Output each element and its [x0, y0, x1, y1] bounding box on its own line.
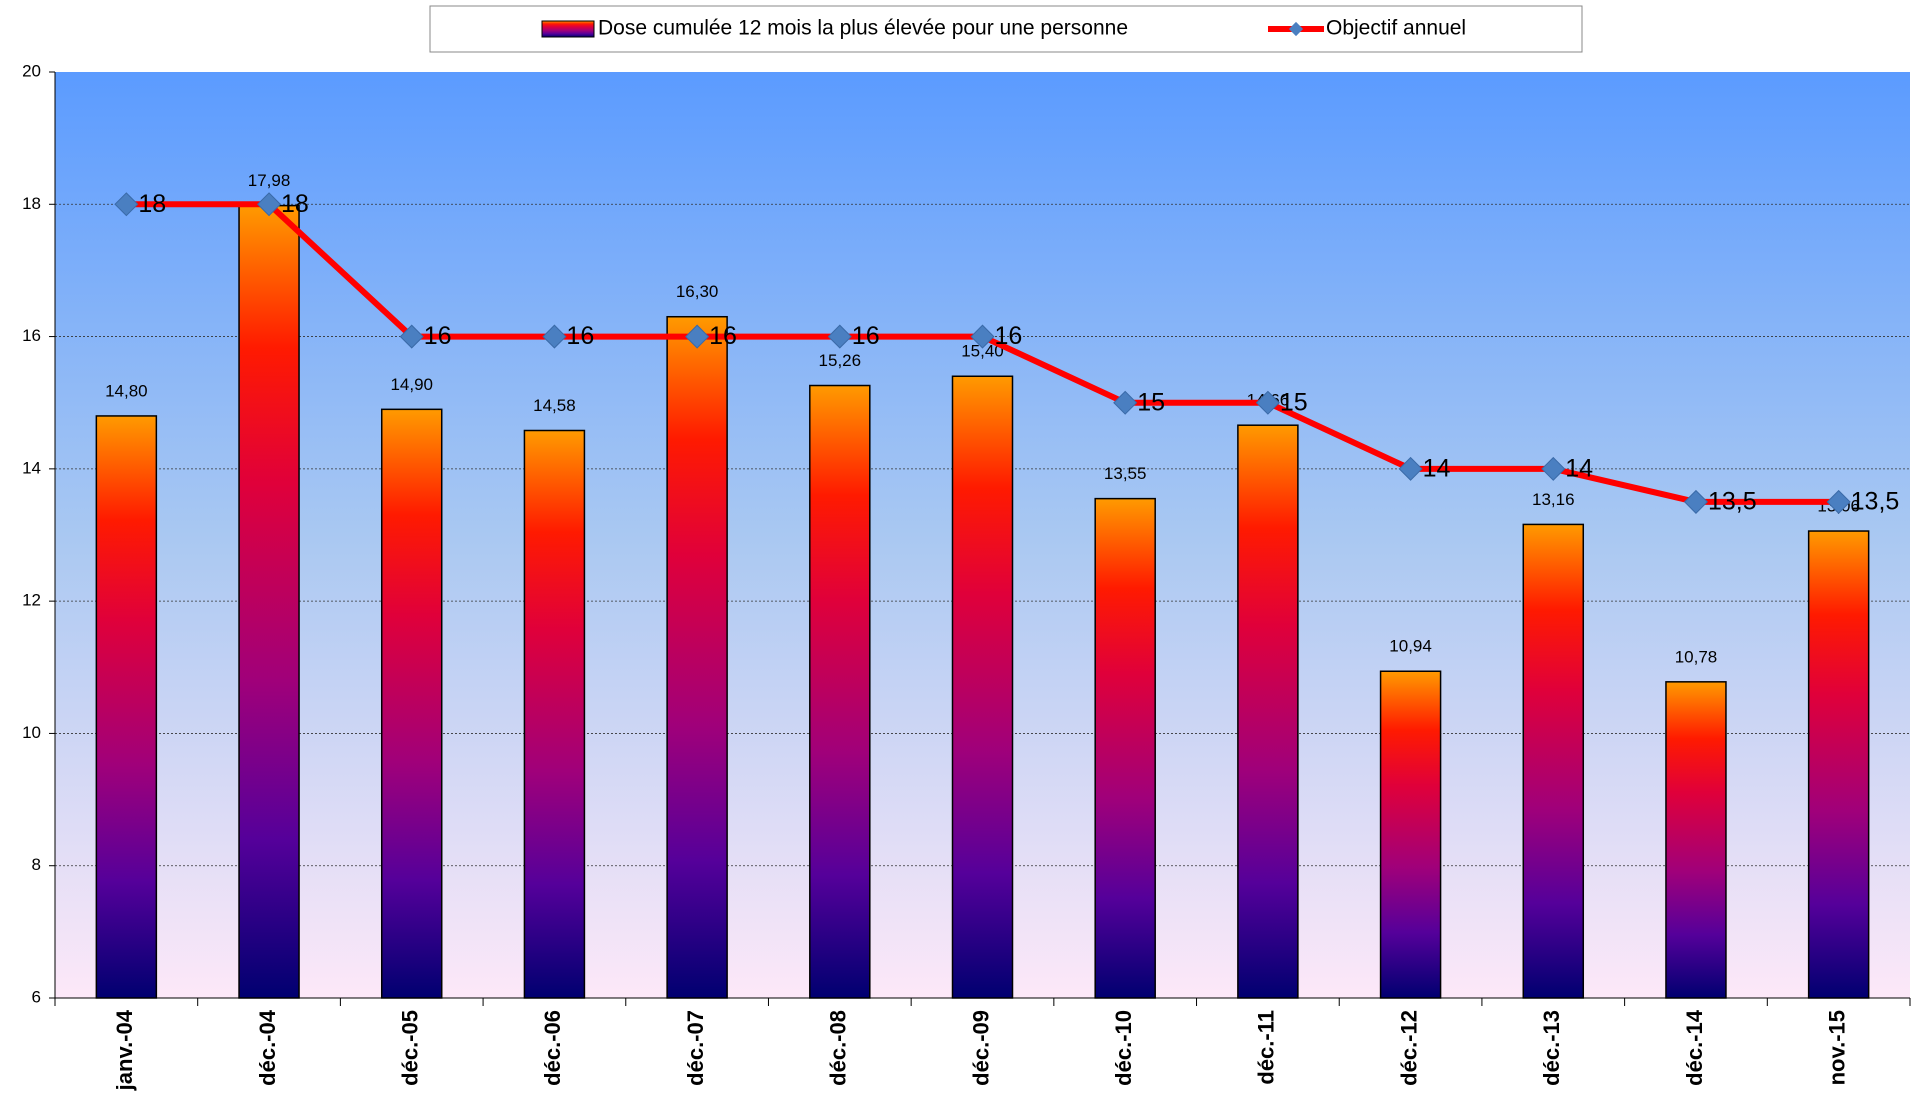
line-value-label: 16: [424, 322, 452, 350]
line-marker: [542, 324, 567, 349]
line-marker: [1826, 489, 1851, 514]
legend-swatch: [541, 20, 595, 38]
x-tick-label: déc.-14: [1682, 1009, 1707, 1086]
line-value-label: 13,5: [1708, 488, 1757, 516]
bar: [1237, 424, 1299, 999]
legend-marker: [1288, 21, 1304, 37]
bar-value-label: 16,30: [676, 282, 719, 301]
x-tick-label: janv.-04: [112, 1009, 137, 1091]
bar: [666, 315, 728, 999]
bar: [1379, 670, 1442, 999]
line-marker: [970, 324, 995, 349]
x-tick-label: déc.-12: [1396, 1010, 1421, 1086]
bar: [95, 415, 158, 999]
bar-value-label: 10,94: [1389, 637, 1432, 656]
y-tick-label: 10: [22, 723, 41, 742]
y-tick-label: 8: [32, 855, 41, 874]
line-value-label: 16: [566, 322, 594, 350]
line-value-label: 14: [1565, 454, 1593, 482]
bar: [523, 429, 586, 999]
bar: [238, 204, 300, 999]
x-tick-label: déc.-11: [1254, 1010, 1279, 1085]
line-value-label: 13,5: [1851, 488, 1900, 516]
x-tick-label: déc.-13: [1539, 1010, 1564, 1086]
x-tick-label: déc.-09: [968, 1010, 993, 1086]
line-marker: [257, 192, 282, 217]
line-marker: [1255, 390, 1280, 415]
line-marker: [1398, 456, 1423, 481]
bar: [1094, 497, 1156, 999]
bar: [951, 375, 1014, 999]
y-tick-label: 16: [22, 326, 41, 345]
line-value-label: 14: [1423, 454, 1451, 482]
line-marker: [399, 324, 424, 349]
x-tick-label: nov.-15: [1824, 1010, 1849, 1085]
bar-value-label: 13,55: [1104, 464, 1147, 483]
x-tick-label: déc.-06: [540, 1010, 565, 1086]
legend: [429, 5, 1583, 53]
legend-label: Objectif annuel: [1326, 17, 1466, 40]
line-value-label: 16: [852, 322, 880, 350]
bar: [1522, 523, 1585, 999]
y-tick-label: 12: [22, 591, 41, 610]
y-tick-label: 18: [22, 194, 41, 213]
line-marker: [114, 192, 139, 217]
bar-value-label: 14,58: [533, 396, 576, 415]
bar-value-label: 17,98: [248, 171, 291, 190]
x-tick-label: déc.-07: [683, 1010, 708, 1086]
bar: [809, 384, 871, 999]
bar-value-label: 13,16: [1532, 490, 1575, 509]
bar: [1807, 530, 1870, 999]
line-marker: [1541, 456, 1566, 481]
bar-value-label: 14,90: [390, 375, 433, 394]
line-value-label: 15: [1137, 388, 1165, 416]
line-value-label: 18: [138, 190, 166, 218]
y-tick-label: 14: [22, 458, 41, 477]
bar-value-label: 15,26: [819, 351, 862, 370]
y-tick-label: 20: [22, 61, 41, 80]
y-tick-label: 6: [32, 987, 41, 1006]
x-tick-label: déc.-08: [826, 1010, 851, 1086]
line-value-label: 15: [1280, 388, 1308, 416]
line-marker: [1683, 489, 1708, 514]
x-tick-label: déc.-05: [398, 1010, 423, 1086]
line-value-label: 16: [995, 322, 1023, 350]
bar: [1665, 681, 1727, 999]
line-marker: [827, 324, 852, 349]
legend-label: Dose cumulée 12 mois la plus élevée pour…: [598, 17, 1128, 40]
line-marker: [685, 324, 710, 349]
bar: [380, 408, 443, 999]
x-tick-label: déc.-04: [255, 1009, 280, 1086]
line-marker: [1113, 390, 1138, 415]
bar-value-label: 14,80: [105, 381, 148, 400]
line-value-label: 18: [281, 190, 309, 218]
bar-value-label: 10,78: [1675, 647, 1718, 666]
line-value-label: 16: [709, 322, 737, 350]
x-tick-label: déc.-10: [1111, 1010, 1136, 1086]
bar-value-label: 15,40: [961, 342, 1004, 361]
